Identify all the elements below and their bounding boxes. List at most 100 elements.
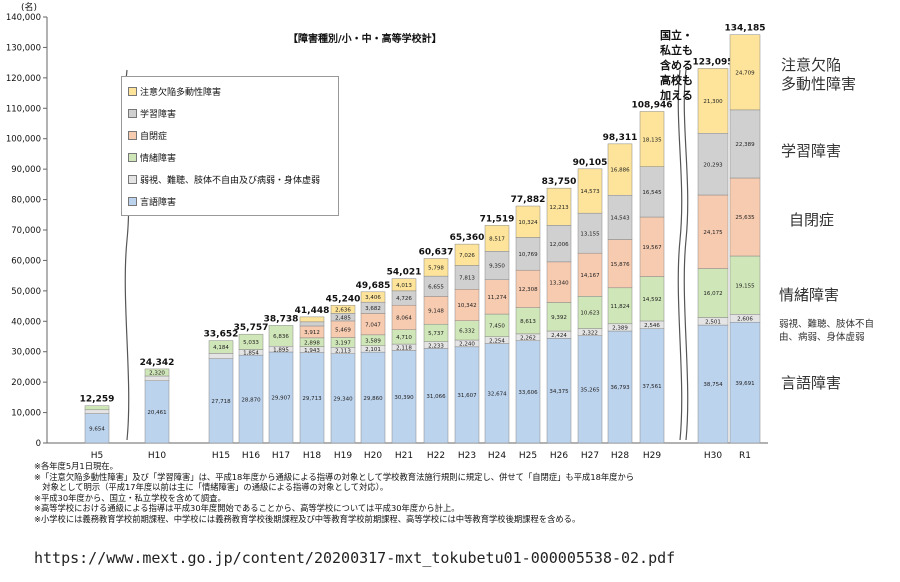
annotation-national-private: 国立・ 私立も 含める 高校も 加える [660,28,693,103]
bar-segment [423,258,449,277]
segment-label: 7,026 [459,253,475,259]
right-label-autism: 自閉症 [789,211,835,229]
segment-label: 4,184 [213,345,229,351]
bar-segment [330,305,356,314]
segment-label: 31,607 [457,393,477,399]
y-tick-label: 110,000 [6,104,41,114]
bar-segment [546,187,572,226]
x-tick-label: H19 [334,451,352,461]
legend-swatch [128,109,137,118]
bar-segment [577,335,603,444]
y-tick-label: 130,000 [6,43,41,53]
total-label: 12,259 [80,395,115,405]
segment-label: 14,592 [642,297,661,303]
x-tick-label: H28 [611,451,629,461]
segment-label: 2,262 [520,336,536,342]
segment-label: 10,623 [580,311,600,317]
x-tick-label: H27 [581,451,599,461]
bar-segment [208,358,234,444]
segment-label: 2,118 [396,346,412,352]
x-tick-label: H18 [303,451,321,461]
segment-label: 37,561 [642,384,661,390]
right-label-line: 注意欠陥 [781,56,842,74]
bar-segment [577,296,603,329]
segment-label: 2,254 [489,338,505,344]
segment-label: 38,754 [703,382,723,388]
x-tick-label: H21 [395,451,413,461]
segment-label: 15,876 [610,262,630,268]
segment-label: 9,350 [489,264,505,270]
source-url[interactable]: https://www.mext.go.jp/content/20200317-… [34,549,676,567]
segment-label: 8,064 [396,316,412,322]
legend-label: 情緒障害 [140,154,177,164]
segment-label: 24,175 [703,230,723,236]
total-label: 77,882 [511,195,546,205]
segment-label: 2,485 [335,315,351,321]
segment-label: 5,737 [428,331,444,337]
footnote: ※平成30年度から、国立・私立学校を含めて調査。 [34,492,226,503]
segment-label: 36,793 [610,385,630,391]
bar-segment [546,261,572,303]
segment-label: 27,718 [211,399,231,405]
segment-label: 28,870 [241,397,261,403]
bar-segment [208,353,234,359]
total-label: 38,738 [264,314,299,324]
bar-segment [607,194,633,240]
footnote: ※高等学校における通級による指導は平成30年度開始であることから、高等学校につい… [34,503,460,514]
footnote: ※各年度5月1日現在。 [34,461,118,471]
bar-segment [607,239,633,289]
segment-label: 6,655 [428,284,444,290]
annotation-line: 高校も [660,74,693,87]
segment-label: 2,636 [335,308,351,314]
y-tick-label: 10,000 [11,409,41,419]
segment-label: 22,389 [735,142,755,148]
segment-label: 11,824 [610,304,630,310]
x-tick-label: H29 [643,451,661,461]
bar-segment [577,212,603,254]
segment-label: 21,300 [703,99,723,105]
segment-label: 1,943 [304,348,320,354]
total-label: 33,652 [204,330,239,340]
legend-item-speech: 言語障害 [128,195,176,208]
segment-label: 11,274 [487,295,507,301]
legend-swatch [128,153,137,162]
segment-label: 5,798 [428,266,444,272]
bar-segment [697,268,729,318]
right-label-adhd: 注意欠陥 多動性障害 [781,56,856,94]
y-tick-label: 30,000 [11,348,41,358]
bar-segment [144,375,170,381]
bar-segment [454,346,480,444]
segment-label: 34,375 [549,389,569,395]
segment-label: 8,613 [520,319,536,325]
bar-segment [208,340,234,354]
segment-label: 7,047 [365,322,381,328]
total-label: 123,095 [693,57,734,67]
bar-segment [144,380,170,444]
axis-break [677,69,683,441]
bar-segment [391,350,417,444]
segment-label: 31,066 [426,394,446,400]
right-label-line: 多動性障害 [781,75,857,93]
segment-label: 3,406 [365,295,381,301]
legend-swatch [128,175,137,184]
bar-segment [577,252,603,297]
right-label-ld: 学習障害 [781,142,842,160]
legend-label: 自閉症 [140,132,168,142]
y-tick-label: 100,000 [6,135,41,145]
bar-segment [515,205,541,238]
legend-label: 注意欠陥多動性障害 [140,88,222,98]
x-tick-label: H15 [212,451,230,461]
legend-label: 弱視、難聴、肢体不自由及び病弱・身体虚弱 [140,176,321,186]
legend-item-autism: 自閉症 [128,129,167,142]
segment-label: 10,769 [518,252,538,258]
segment-label: 7,450 [489,324,505,330]
segment-label: 2,101 [365,347,381,353]
legend-item-adhd: 注意欠陥多動性障害 [128,85,221,98]
x-tick-label: H5 [91,451,104,461]
segment-label: 3,912 [304,330,320,336]
bar-segment [697,68,729,134]
bar-segment [84,405,110,411]
segment-label: 18,135 [642,137,662,143]
bar-segment [639,328,665,444]
bar-segment [330,353,356,444]
